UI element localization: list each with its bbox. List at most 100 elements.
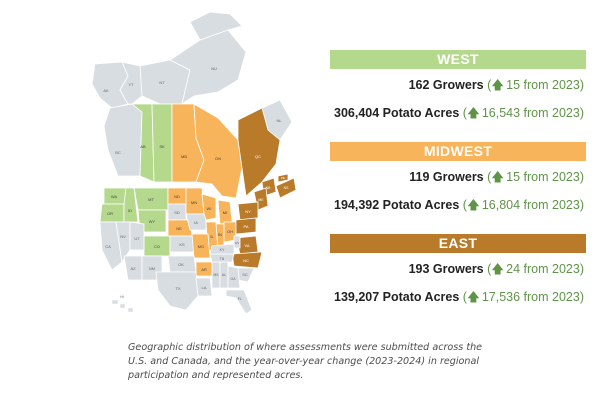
map-label-ak: AK [103,88,109,93]
region-hi [111,299,134,313]
map-label-ks: KS [179,242,185,247]
region-la [195,277,213,297]
north-america-map: AK YT NT NU NL BC AB SK WA OR ID MT WY C… [91,11,297,315]
map-caption: Geographic distribution of where assessm… [128,342,483,381]
map-label-sc: SC [242,272,248,277]
map-label-ns: NS [284,186,290,190]
east-acres-value: 139,207 Potato Acres [334,290,460,304]
map-label-wv: WV [235,241,240,245]
east-banner: EAST [330,234,586,253]
map-label-nv: NV [120,234,126,239]
map-label-bc: BC [115,150,121,155]
map-label-ok: OK [178,262,184,267]
up-arrow-icon: 🡅 [466,198,480,212]
west-panel: WEST 162 Growers (🡅 15 from 2023) 306,404… [330,50,586,125]
west-growers-row: 162 Growers (🡅 15 from 2023) [330,76,586,97]
region-sk [151,103,173,183]
midwest-growers-change-text: 15 from 2023 [506,170,580,184]
map-label-yt: YT [128,82,134,87]
map-label-id: ID [128,208,132,213]
west-banner: WEST [330,50,586,69]
region-pa [235,217,257,235]
map-label-sd: SD [174,210,180,215]
up-arrow-icon: 🡅 [466,106,480,120]
map-label-mi: MI [223,210,227,215]
midwest-growers-value: 119 Growers [409,170,484,184]
east-growers-row: 193 Growers (🡅 24 from 2023) [330,260,586,281]
east-growers-value: 193 Growers [408,262,484,276]
up-arrow-icon: 🡅 [491,78,505,92]
map-label-ia: IA [194,220,198,225]
map-label-in: IN [218,232,222,237]
map-label-il: IL [210,234,214,239]
west-growers-value: 162 Growers [408,78,484,92]
map-label-co: CO [154,244,160,249]
west-acres-row: 306,404 Potato Acres (🡅 16,543 from 2023) [330,104,586,125]
midwest-growers-change: (🡅 15 from 2023) [487,170,584,184]
map-label-az: AZ [130,266,136,271]
region-ca [99,221,123,271]
map-label-tn: TN [220,257,225,261]
map-label-fl: FL [238,297,242,301]
map-label-ut: UT [134,236,140,241]
map-label-pa: PA [243,224,248,229]
canada-north: YT NT NU NL [119,11,293,141]
midwest-growers-row: 119 Growers (🡅 15 from 2023) [330,168,586,189]
region-bc [103,103,143,177]
up-arrow-icon: 🡅 [491,262,505,276]
region-nc [231,251,263,269]
map-label-nl: NL [276,118,282,123]
map-label-ab: AB [140,144,146,149]
midwest-acres-value: 194,392 Potato Acres [334,198,460,212]
map-label-ga: GA [230,277,236,281]
map-label-al: AL [222,273,226,277]
map-label-me: ME [258,198,264,202]
map-label-on: ON [215,156,221,161]
map-label-sk: SK [159,144,165,149]
map-label-nb: NB [266,186,272,190]
arctic-islands [189,11,243,41]
east-growers-change-text: 24 from 2023 [506,262,580,276]
region-mo [191,233,211,259]
region-ut [129,221,145,251]
midwest-acres-row: 194,392 Potato Acres (🡅 16,804 from 2023) [330,196,586,217]
region-ia [185,213,207,231]
map-label-ca: CA [105,244,111,249]
map-label-oh: OH [227,229,233,234]
map-label-nu: NU [211,66,217,71]
east-growers-change: (🡅 24 from 2023) [487,262,584,276]
region-fl [225,289,253,315]
west-acres-value: 306,404 Potato Acres [334,106,460,120]
east-panel: EAST 193 Growers (🡅 24 from 2023) 139,207… [330,234,586,309]
east-acres-change-text: 17,536 from 2023 [481,290,580,304]
map-label-wy: WY [149,219,156,224]
region-ab [130,103,155,183]
map-label-mn: MN [191,200,197,205]
region-ns [275,177,297,199]
east-region: QC NB NS PE ME NY PA VA NC SC [231,107,297,283]
map-label-va: VA [244,243,249,248]
map-label-ms: MS [213,273,219,277]
map-label-nd: ND [174,194,180,199]
midwest-banner: MIDWEST [330,142,586,161]
west-growers-change: (🡅 15 from 2023) [487,78,584,92]
midwest-acres-change: (🡅 16,804 from 2023) [463,198,584,212]
map-label-or: OR [107,211,113,216]
map-label-hi: HI [120,295,124,299]
map-label-nt: NT [159,80,165,85]
west-acres-change-text: 16,543 from 2023 [481,106,580,120]
map-label-wa: WA [111,194,118,199]
region-tx [155,271,199,311]
west-region: BC AB SK WA OR ID MT WY CO [99,103,173,257]
map-label-ny: NY [245,209,251,214]
midwest-acres-change-text: 16,804 from 2023 [481,198,580,212]
map-label-qc: QC [255,154,261,159]
map-label-mb: MB [181,154,187,159]
other-states: CA NV UT AZ NM OK TX LA MS AL GA TN KY W… [99,221,253,315]
map-label-tx: TX [175,286,180,291]
region-pe [277,173,289,183]
east-acres-change: (🡅 17,536 from 2023) [463,290,584,304]
region-ny [237,201,259,221]
west-acres-change: (🡅 16,543 from 2023) [463,106,584,120]
west-growers-change-text: 15 from 2023 [506,78,580,92]
